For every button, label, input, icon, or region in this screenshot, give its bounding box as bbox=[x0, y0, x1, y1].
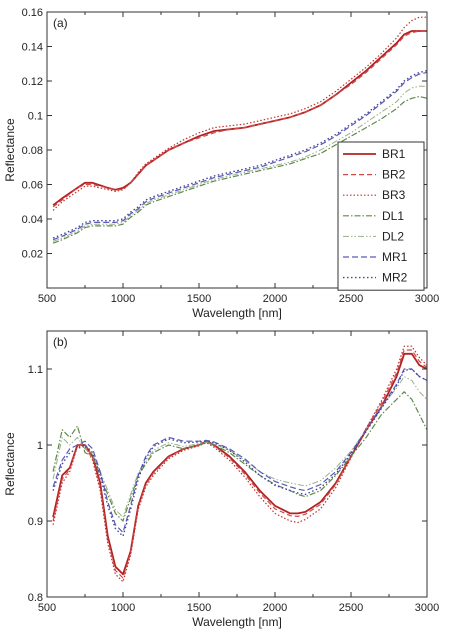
legend-label-br3: BR3 bbox=[382, 188, 406, 202]
x-tick-label: 2000 bbox=[263, 293, 287, 305]
series-line-mr1 bbox=[52, 368, 427, 534]
y-tick-label: 0.14 bbox=[22, 42, 43, 54]
y-tick-label: 0.08 bbox=[22, 145, 43, 157]
legend-label-br2: BR2 bbox=[382, 168, 406, 182]
series-line-dl2 bbox=[52, 376, 427, 518]
legend-box bbox=[337, 141, 425, 291]
x-tick-label: 500 bbox=[38, 293, 56, 305]
x-tick-label: 2500 bbox=[339, 602, 363, 614]
series-line-dl1 bbox=[52, 95, 427, 244]
series-line-dl2 bbox=[52, 85, 427, 242]
legend-label-dl1: DL1 bbox=[382, 209, 404, 223]
y-tick-label: 0.06 bbox=[22, 180, 43, 192]
x-tick-label: 1000 bbox=[111, 293, 135, 305]
legend-label-mr2: MR2 bbox=[382, 271, 408, 285]
series-line-mr1 bbox=[52, 71, 427, 241]
x-axis-label: Wavelength [nm] bbox=[192, 615, 282, 629]
series-line-mr2 bbox=[52, 70, 427, 239]
y-axis-label: Reflectance bbox=[3, 432, 17, 496]
series-line-br2 bbox=[52, 30, 427, 208]
x-tick-label: 3000 bbox=[415, 602, 439, 614]
y-tick-label: 0.16 bbox=[22, 7, 43, 19]
y-axis-label: Reflectance bbox=[3, 118, 17, 182]
y-tick-label: 0.04 bbox=[22, 214, 43, 226]
x-tick-label: 1500 bbox=[187, 293, 211, 305]
panel-a: 500 1000 1500 2000 2500 3000 0.02 0.04 0.06 0.08 0… bbox=[3, 7, 439, 320]
series-line-br3 bbox=[52, 345, 427, 583]
x-axis-label: Wavelength [nm] bbox=[192, 306, 282, 320]
panel-label: (a) bbox=[53, 16, 68, 30]
panel-label: (b) bbox=[53, 335, 68, 349]
x-tick-label: 1000 bbox=[111, 602, 135, 614]
y-tick-label: 1.1 bbox=[28, 364, 43, 376]
x-tick-label: 500 bbox=[38, 602, 56, 614]
y-tick-label: 0.12 bbox=[22, 76, 43, 88]
y-tick-label: 0.02 bbox=[22, 249, 43, 261]
legend: BR1 BR2 BR3 DL1 DL2 MR1 MR2 bbox=[337, 141, 425, 291]
legend-label-mr1: MR1 bbox=[382, 250, 408, 264]
legend-label-br1: BR1 bbox=[382, 147, 406, 161]
series-line-br2 bbox=[52, 349, 427, 579]
series-line-mr2 bbox=[52, 368, 427, 537]
series-line-br3 bbox=[52, 16, 427, 211]
series-line-br1 bbox=[52, 30, 427, 206]
x-tick-label: 2000 bbox=[263, 602, 287, 614]
x-tick-label: 1500 bbox=[187, 602, 211, 614]
y-tick-label: 1 bbox=[37, 440, 43, 452]
x-tick-label: 3000 bbox=[415, 293, 439, 305]
series-line-br1 bbox=[52, 352, 427, 576]
x-tick-label: 2500 bbox=[339, 293, 363, 305]
panel-b: 500 1000 1500 2000 2500 3000 0.8 0.9 1 1.1 Wavelen… bbox=[3, 330, 439, 629]
y-tick-label: 0.8 bbox=[28, 592, 43, 604]
y-tick-label: 0.1 bbox=[28, 111, 43, 123]
legend-label-dl2: DL2 bbox=[382, 229, 404, 243]
y-tick-label: 0.9 bbox=[28, 516, 43, 528]
series-line-dl1 bbox=[52, 391, 427, 522]
